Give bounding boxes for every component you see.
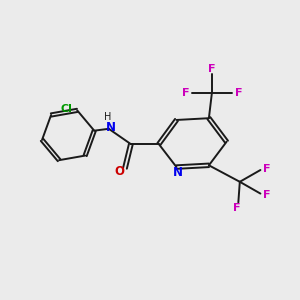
- Text: H: H: [103, 112, 111, 122]
- Text: F: F: [263, 190, 271, 200]
- Text: F: F: [208, 64, 216, 74]
- Text: O: O: [115, 165, 125, 178]
- Text: F: F: [235, 88, 242, 98]
- Text: F: F: [182, 88, 189, 98]
- Text: Cl: Cl: [61, 104, 73, 114]
- Text: F: F: [263, 164, 271, 173]
- Text: F: F: [233, 203, 241, 213]
- Text: N: N: [173, 166, 183, 179]
- Text: N: N: [106, 121, 116, 134]
